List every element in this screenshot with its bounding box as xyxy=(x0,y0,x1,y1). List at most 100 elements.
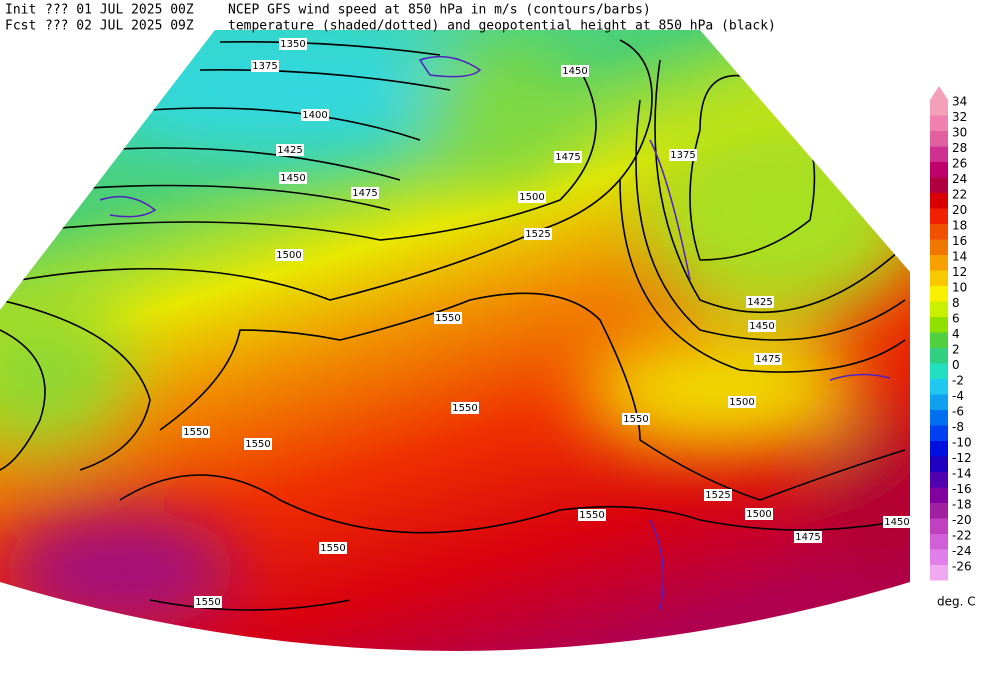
colorbar-label: -2 xyxy=(952,374,964,388)
height-label-bg xyxy=(434,312,462,324)
height-label-bg xyxy=(794,531,822,543)
height-label: 1525 xyxy=(705,490,730,501)
colorbar-arrow xyxy=(930,86,948,100)
height-label: 1450 xyxy=(280,173,305,184)
colorbar-label: -22 xyxy=(952,529,972,543)
height-label: 1450 xyxy=(884,517,909,528)
colorbar-swatch xyxy=(930,193,948,209)
colorbar-label: 0 xyxy=(952,358,960,372)
colorbar-swatch xyxy=(930,131,948,147)
colorbar-swatch xyxy=(930,503,948,519)
height-label: 1500 xyxy=(729,397,754,408)
colorbar-unit: deg. C xyxy=(937,595,976,609)
height-label: 1450 xyxy=(562,66,587,77)
colorbar-swatch xyxy=(930,441,948,457)
height-label: 1350 xyxy=(280,39,305,50)
height-label-bg xyxy=(554,151,582,163)
colorbar-swatch xyxy=(930,239,948,255)
colorbar-swatch xyxy=(930,472,948,488)
height-label: 1550 xyxy=(452,403,477,414)
colorbar-label: -18 xyxy=(952,498,972,512)
colorbar-swatch xyxy=(930,301,948,317)
colorbar-label: 4 xyxy=(952,327,960,341)
colorbar-swatch xyxy=(930,565,948,581)
height-label: 1525 xyxy=(525,229,550,240)
height-label-bg xyxy=(728,396,756,408)
header: Init ??? 01 JUL 2025 00Z Fcst ??? 02 JUL… xyxy=(5,3,776,34)
colorbar-swatch xyxy=(930,348,948,364)
title-line2: temperature (shaded/dotted) and geopoten… xyxy=(228,19,776,34)
colorbar-label: 14 xyxy=(952,250,967,264)
colorbar-swatch xyxy=(930,208,948,224)
height-label: 1475 xyxy=(352,188,377,199)
colorbar-swatch xyxy=(930,518,948,534)
colorbar-swatch xyxy=(930,534,948,550)
height-label-bg xyxy=(578,509,606,521)
height-label: 1500 xyxy=(276,250,301,261)
colorbar-label: -10 xyxy=(952,436,972,450)
fcst-time: ??? 02 JUL 2025 09Z xyxy=(45,19,194,34)
colorbar-label: 16 xyxy=(952,234,967,248)
height-label-bg xyxy=(451,402,479,414)
map-area: 1350 1375 1400 1425 1450 1475 1500 1525 1500 1475… xyxy=(0,30,910,651)
colorbar-label: -24 xyxy=(952,544,972,558)
colorbar-label: 30 xyxy=(952,126,967,140)
colorbar-swatch xyxy=(930,317,948,333)
height-label-bg xyxy=(251,60,279,72)
wind-contours xyxy=(99,55,891,611)
height-label: 1500 xyxy=(519,192,544,203)
height-label-bg xyxy=(745,508,773,520)
colorbar-swatch xyxy=(930,100,948,116)
init-time: ??? 01 JUL 2025 00Z xyxy=(45,3,194,18)
colorbar-label: 12 xyxy=(952,265,967,279)
colorbar-swatch xyxy=(930,286,948,302)
height-label-bg xyxy=(194,596,222,608)
height-label: 1475 xyxy=(755,354,780,365)
height-label-bg xyxy=(622,413,650,425)
height-label: 1550 xyxy=(320,543,345,554)
height-label-bg xyxy=(518,191,546,203)
colorbar-label: -6 xyxy=(952,405,964,419)
colorbar-swatch xyxy=(930,456,948,472)
height-label: 1425 xyxy=(747,297,772,308)
colorbar-label: 26 xyxy=(952,157,967,171)
colorbar-label: 10 xyxy=(952,281,967,295)
colorbar-label: -14 xyxy=(952,467,972,481)
colorbar-label: 8 xyxy=(952,296,960,310)
height-label: 1475 xyxy=(555,152,580,163)
title-line1: NCEP GFS wind speed at 850 hPa in m/s (c… xyxy=(228,3,651,18)
height-label-bg xyxy=(754,353,782,365)
colorbar-swatch xyxy=(930,425,948,441)
height-label-bg xyxy=(669,149,697,161)
colorbar-swatch xyxy=(930,379,948,395)
height-label: 1550 xyxy=(195,597,220,608)
height-label: 1550 xyxy=(623,414,648,425)
colorbar-swatch xyxy=(930,332,948,348)
colorbar-swatch xyxy=(930,146,948,162)
height-label: 1500 xyxy=(746,509,771,520)
colorbar-swatch xyxy=(930,255,948,271)
colorbar-label: -20 xyxy=(952,513,972,527)
fcst-label: Fcst xyxy=(5,19,36,34)
init-label: Init xyxy=(5,3,36,18)
height-label: 1550 xyxy=(245,439,270,450)
height-contours xyxy=(0,39,906,611)
height-label-bg xyxy=(704,489,732,501)
height-label-bg xyxy=(748,320,776,332)
height-label-bg xyxy=(883,516,910,528)
colorbar-label: 32 xyxy=(952,110,967,124)
height-label: 1475 xyxy=(795,532,820,543)
colorbar-label: -12 xyxy=(952,451,972,465)
height-label: 1400 xyxy=(302,110,327,121)
height-label: 1375 xyxy=(670,150,695,161)
height-label-bg xyxy=(524,228,552,240)
height-label: 1550 xyxy=(579,510,604,521)
colorbar-swatch xyxy=(930,162,948,178)
colorbar-label: 34 xyxy=(952,95,967,109)
colorbar-label: -8 xyxy=(952,420,964,434)
colorbar-swatch xyxy=(930,487,948,503)
colorbar-label: -4 xyxy=(952,389,964,403)
height-label-bg xyxy=(351,187,379,199)
colorbar-label: 6 xyxy=(952,312,960,326)
height-label-bg xyxy=(244,438,272,450)
